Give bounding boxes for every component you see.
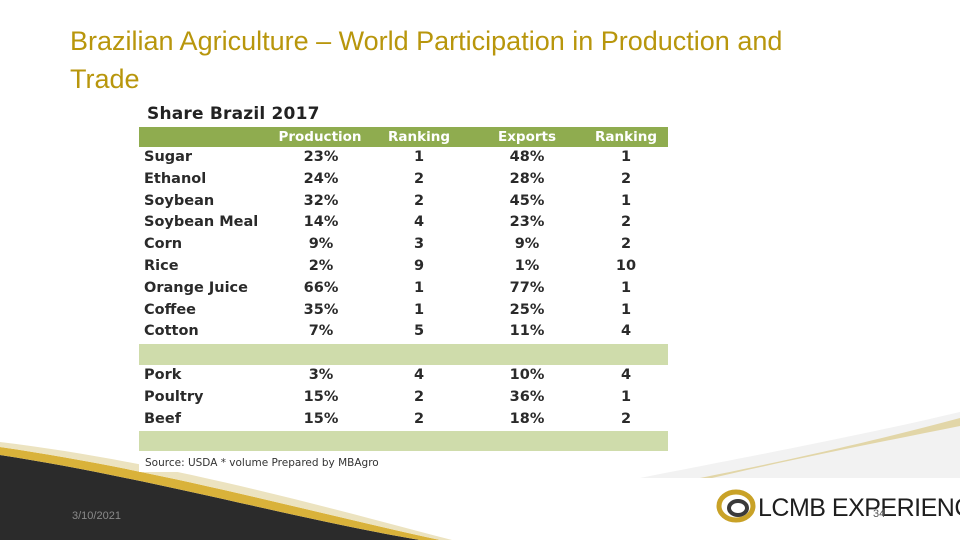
- row-commodity: Ethanol: [144, 170, 207, 187]
- lcmb-logo-icon: [716, 489, 756, 523]
- row-exports-ranking: 4: [620, 367, 632, 383]
- row-commodity: Cotton: [144, 323, 199, 340]
- table-source-note: Source: USDA * volume Prepared by MBAgro: [145, 457, 379, 469]
- row-exports-ranking: 2: [620, 170, 632, 187]
- group-separator: [139, 431, 668, 451]
- row-production-ranking: 1: [413, 301, 425, 318]
- table-row: Poultry 15% 2 36% 1: [139, 388, 668, 410]
- row-commodity: Orange Juice: [144, 279, 248, 296]
- row-production-ranking: 4: [413, 214, 425, 231]
- row-exports: 48%: [509, 149, 545, 165]
- row-exports-ranking: 2: [620, 214, 632, 231]
- row-commodity: Coffee: [144, 301, 197, 318]
- row-commodity: Soybean: [144, 192, 215, 209]
- row-commodity: Rice: [144, 258, 179, 274]
- row-exports-ranking: 1: [620, 192, 632, 209]
- row-production: 9%: [308, 236, 334, 253]
- table-row: Sugar 23% 1 48% 1: [139, 148, 668, 170]
- row-commodity: Pork: [144, 367, 182, 383]
- logo-text: LCMB EXPERIENCE: [758, 494, 960, 522]
- footer-date: 3/10/2021: [72, 510, 121, 522]
- table-row: Coffee 35% 1 25% 1: [139, 301, 668, 323]
- row-commodity: Poultry: [144, 388, 204, 405]
- row-commodity: Sugar: [144, 149, 193, 165]
- table-row: Rice 2% 9 1% 10: [139, 257, 668, 279]
- row-exports: 9%: [514, 236, 540, 253]
- row-exports: 36%: [509, 388, 545, 405]
- row-production-ranking: 1: [413, 279, 425, 296]
- row-production: 35%: [303, 301, 339, 318]
- table-header-row: Production Ranking Exports Ranking: [139, 127, 668, 147]
- lcmb-logo: LCMB EXPERIENCE: [716, 484, 960, 528]
- row-production: 2%: [308, 258, 334, 274]
- row-exports-ranking: 2: [620, 236, 632, 253]
- row-exports: 10%: [509, 367, 545, 383]
- row-commodity: Corn: [144, 236, 183, 253]
- row-exports: 45%: [509, 192, 545, 209]
- row-production: 15%: [303, 388, 339, 405]
- row-production-ranking: 2: [413, 170, 425, 187]
- row-production-ranking: 2: [413, 410, 425, 427]
- row-production-ranking: 3: [413, 236, 425, 253]
- row-production: 23%: [303, 149, 339, 165]
- row-production-ranking: 4: [413, 367, 425, 383]
- row-exports-ranking: 1: [620, 149, 632, 165]
- table-row: Cotton 7% 5 11% 4: [139, 322, 668, 344]
- row-production: 32%: [303, 192, 339, 209]
- slide-title: Brazilian Agriculture – World Participat…: [70, 26, 783, 94]
- header-production: Production: [278, 129, 362, 145]
- row-production: 14%: [303, 214, 339, 231]
- row-exports: 77%: [509, 279, 545, 296]
- row-exports-ranking: 1: [620, 279, 632, 296]
- row-exports: 18%: [509, 410, 545, 427]
- row-commodity: Soybean Meal: [144, 214, 259, 231]
- page-number: 34: [873, 508, 886, 520]
- row-exports: 11%: [509, 323, 545, 340]
- row-exports-ranking: 2: [620, 410, 632, 427]
- header-exports: Exports: [497, 129, 557, 145]
- row-production: 66%: [303, 279, 339, 296]
- row-production-ranking: 2: [413, 388, 425, 405]
- row-production: 24%: [303, 170, 339, 187]
- row-production: 15%: [303, 410, 339, 427]
- header-production-ranking: Ranking: [388, 129, 450, 145]
- table-row: Ethanol 24% 2 28% 2: [139, 170, 668, 192]
- row-exports: 28%: [509, 170, 545, 187]
- row-exports-ranking: 4: [620, 323, 632, 340]
- row-exports-ranking: 1: [620, 388, 632, 405]
- row-production-ranking: 9: [413, 258, 425, 274]
- table-row: Corn 9% 3 9% 2: [139, 235, 668, 257]
- table-caption: Share Brazil 2017: [147, 104, 320, 124]
- table-row: Orange Juice 66% 1 77% 1: [139, 279, 668, 301]
- row-exports-ranking: 1: [620, 301, 632, 318]
- row-exports-ranking: 10: [615, 258, 637, 274]
- row-production-ranking: 2: [413, 192, 425, 209]
- row-production-ranking: 1: [413, 149, 425, 165]
- row-commodity: Beef: [144, 410, 182, 427]
- row-exports: 25%: [509, 301, 545, 318]
- header-exports-ranking: Ranking: [595, 129, 657, 145]
- table-row: Soybean Meal 14% 4 23% 2: [139, 213, 668, 235]
- group-separator: [139, 344, 668, 365]
- row-production: 7%: [308, 323, 334, 340]
- table-row: Beef 15% 2 18% 2: [139, 410, 668, 432]
- table-row: Pork 3% 4 10% 4: [139, 366, 668, 388]
- table-row: Soybean 32% 2 45% 1: [139, 192, 668, 214]
- row-exports: 23%: [509, 214, 545, 231]
- row-exports: 1%: [514, 258, 540, 274]
- row-production-ranking: 5: [413, 323, 425, 340]
- row-production: 3%: [308, 367, 334, 383]
- share-brazil-table: Share Brazil 2017 Production Ranking Exp…: [139, 100, 668, 472]
